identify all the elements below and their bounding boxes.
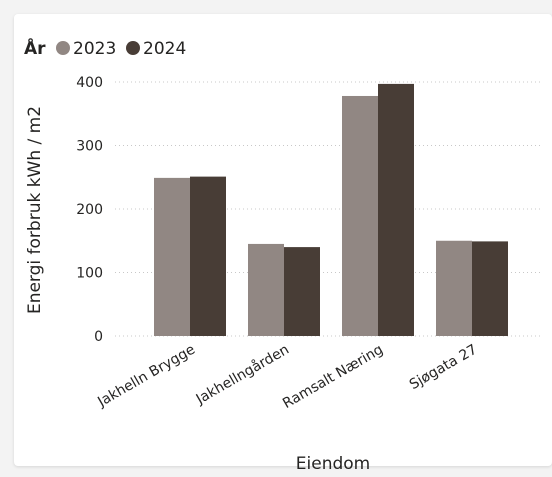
y-axis-title: Energi forbruk kWh / m2 — [25, 106, 45, 314]
chart-card — [14, 14, 552, 466]
bar-2023-3[interactable] — [436, 240, 472, 336]
legend-label-2024: 2024 — [143, 39, 186, 59]
x-tick-label: Jakhellngården — [192, 341, 292, 408]
bar-2023-1[interactable] — [248, 243, 284, 336]
y-axis-ticks: 0 100 200 300 400 — [76, 75, 103, 345]
y-tick-label: 300 — [76, 139, 103, 155]
x-tick-label: Sjøgata 27 — [407, 342, 480, 393]
legend-marker-2024 — [126, 41, 140, 55]
x-tick-label: Jakhelln Brygge — [94, 342, 198, 411]
y-tick-label: 0 — [94, 329, 103, 345]
bar-2023-0[interactable] — [154, 177, 190, 336]
bar-2024-0[interactable] — [190, 176, 226, 336]
bar-2024-2[interactable] — [378, 83, 414, 336]
x-tick-label: Ramsalt Næring — [280, 342, 386, 412]
grid — [115, 81, 540, 337]
legend-title: År — [24, 36, 46, 59]
x-axis-title: Eiendom — [296, 454, 370, 474]
y-tick-label: 100 — [76, 266, 103, 282]
y-tick-label: 200 — [76, 202, 103, 218]
legend: År 2023 2024 — [24, 36, 186, 59]
legend-marker-2023 — [56, 41, 70, 55]
legend-label-2023: 2023 — [73, 39, 116, 59]
bars — [154, 83, 508, 336]
bar-2023-2[interactable] — [342, 95, 378, 336]
bar-2024-1[interactable] — [284, 247, 320, 336]
bar-2024-3[interactable] — [472, 241, 508, 336]
y-tick-label: 400 — [76, 75, 103, 91]
